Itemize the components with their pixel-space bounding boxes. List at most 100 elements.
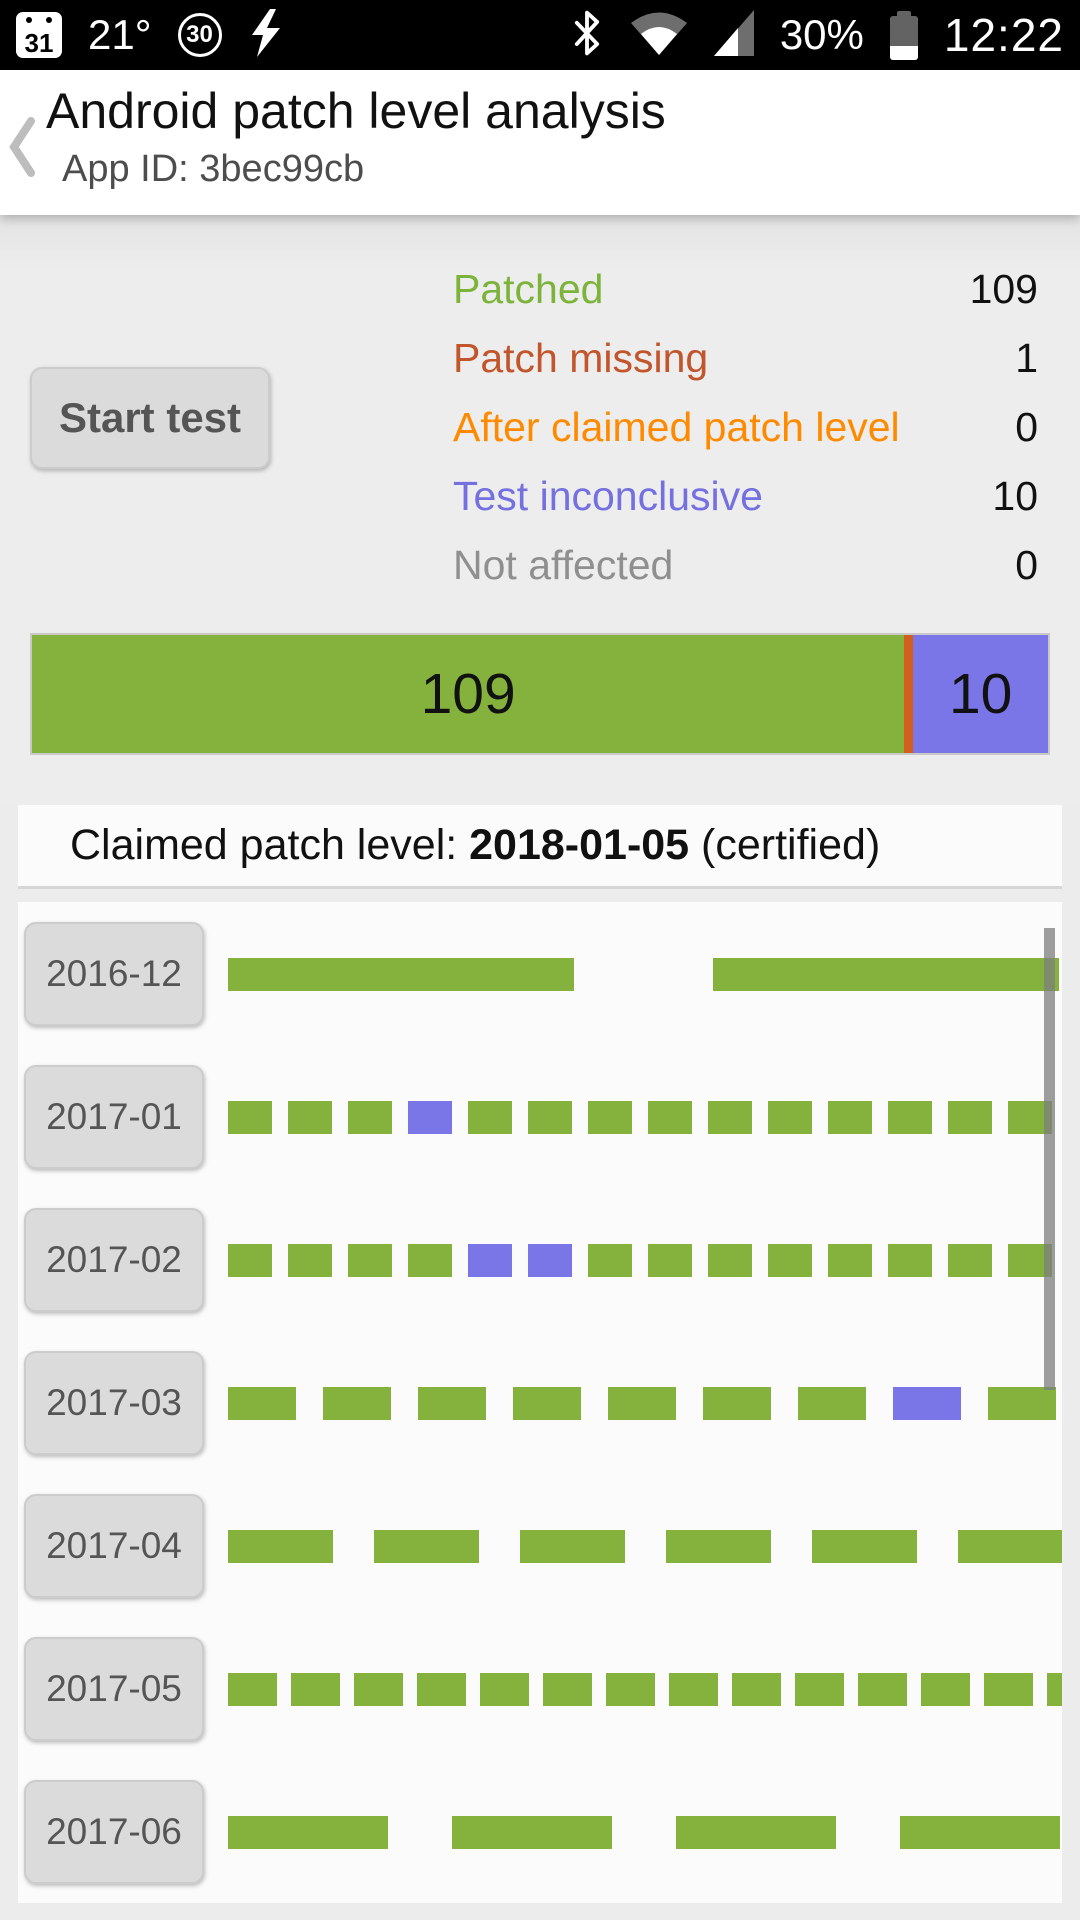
segment-patched: [588, 1244, 632, 1277]
segment-patched: [798, 1387, 866, 1420]
segment-patched: [713, 958, 1059, 991]
legend-row: Not affected 0: [453, 531, 1038, 600]
battery-icon: [889, 10, 918, 60]
segment-patched: [528, 1101, 572, 1134]
segment-patched: [812, 1530, 917, 1563]
month-row: 2017-06: [18, 1760, 1062, 1903]
battery-percent-text: 30%: [779, 11, 864, 58]
segment-patched: [828, 1244, 872, 1277]
segment-patched: [732, 1673, 781, 1706]
segment-patched: [648, 1101, 692, 1134]
segment-patched: [669, 1673, 718, 1706]
segment-patched: [468, 1101, 512, 1134]
segment-patched: [1047, 1673, 1062, 1706]
segment-patched: [228, 1387, 296, 1420]
start-test-button[interactable]: Start test: [30, 367, 270, 469]
scrollbar[interactable]: [1044, 928, 1055, 1390]
claimed-date: 2018-01-05: [469, 821, 690, 869]
back-icon[interactable]: [8, 116, 36, 183]
legend-label: After claimed patch level: [453, 404, 900, 450]
month-button-2016-12[interactable]: 2016-12: [24, 922, 204, 1026]
month-row: 2016-12: [18, 902, 1062, 1045]
month-button-2017-01[interactable]: 2017-01: [24, 1065, 204, 1169]
segment-patched: [374, 1530, 479, 1563]
segment-patched: [452, 1816, 612, 1849]
legend-row: Patched 109: [453, 255, 1038, 324]
legend-value: 10: [992, 473, 1038, 519]
segment-inconclusive: [408, 1101, 452, 1134]
month-row: 2017-05: [18, 1617, 1062, 1760]
status-bar: 31 21° 30 30% 12:22: [0, 0, 1080, 70]
circle-counter-value: 30: [186, 21, 213, 48]
legend-label: Not affected: [453, 542, 674, 588]
segment-patched: [480, 1673, 529, 1706]
patch-bars: [228, 1101, 1062, 1134]
patch-bars: [228, 1816, 1062, 1849]
legend-label: Patched: [453, 266, 604, 312]
segment-patched: [795, 1673, 844, 1706]
app-id-text: App ID: 3bec99cb: [62, 148, 365, 190]
segment-patched: [768, 1101, 812, 1134]
segment-patched: [768, 1244, 812, 1277]
legend-row: Patch missing 1: [453, 324, 1038, 393]
legend-value: 1: [1015, 335, 1038, 381]
segment-patched: [291, 1673, 340, 1706]
calendar-icon: 31: [16, 12, 62, 58]
result-seg-inconclusive: 10: [913, 635, 1048, 753]
segment-patched: [288, 1101, 332, 1134]
segment-patched: [228, 1530, 333, 1563]
legend-value: 0: [1015, 404, 1038, 450]
segment-patched: [828, 1101, 872, 1134]
segment-patched: [418, 1387, 486, 1420]
segment-patched: [703, 1387, 771, 1420]
month-button-2017-02[interactable]: 2017-02: [24, 1208, 204, 1312]
segment-patched: [348, 1101, 392, 1134]
result-seg-patch-missing: [904, 635, 914, 753]
segment-patched: [228, 1101, 272, 1134]
legend: Patched 109 Patch missing 1 After claimed pa…: [453, 255, 1038, 600]
segment-patched: [288, 1244, 332, 1277]
claimed-prefix: Claimed patch level:: [70, 821, 470, 869]
segment-patched: [900, 1816, 1060, 1849]
segment-patched: [323, 1387, 391, 1420]
temperature-text: 21°: [88, 11, 152, 58]
segment-patched: [228, 1673, 277, 1706]
segment-patched: [988, 1387, 1056, 1420]
segment-patched: [354, 1673, 403, 1706]
legend-value: 0: [1015, 542, 1038, 588]
month-button-2017-05[interactable]: 2017-05: [24, 1637, 204, 1741]
patch-bars: [228, 1244, 1062, 1277]
segment-patched: [648, 1244, 692, 1277]
segment-patched: [608, 1387, 676, 1420]
stats-section: Start test Patched 109 Patch missing 1 After…: [0, 215, 1080, 805]
month-row: 2017-02: [18, 1188, 1062, 1331]
month-row: 2017-04: [18, 1474, 1062, 1617]
segment-patched: [588, 1101, 632, 1134]
segment-patched: [543, 1673, 592, 1706]
segment-patched: [888, 1244, 932, 1277]
legend-row: After claimed patch level 0: [453, 393, 1038, 462]
segment-patched: [228, 958, 574, 991]
segment-patched: [984, 1673, 1033, 1706]
month-list: 2016-12 2017-01 2017-02 2017-03 2017-04 2017-…: [18, 902, 1062, 1903]
segment-patched: [408, 1244, 452, 1277]
signal-icon: [713, 9, 754, 61]
segment-patched: [606, 1673, 655, 1706]
month-button-2017-03[interactable]: 2017-03: [24, 1351, 204, 1455]
segment-patched: [948, 1244, 992, 1277]
calendar-day: 31: [24, 28, 54, 58]
result-seg-patched: 109: [32, 635, 905, 753]
patch-bars: [228, 1387, 1062, 1420]
month-button-2017-06[interactable]: 2017-06: [24, 1780, 204, 1884]
legend-row: Test inconclusive 10: [453, 462, 1038, 531]
segment-inconclusive: [468, 1244, 512, 1277]
patch-bars: [228, 1673, 1062, 1706]
patch-bars: [228, 1530, 1062, 1563]
month-button-2017-04[interactable]: 2017-04: [24, 1494, 204, 1598]
segment-patched: [417, 1673, 466, 1706]
legend-value: 109: [969, 266, 1038, 312]
segment-patched: [513, 1387, 581, 1420]
patch-bars: [228, 958, 1062, 991]
segment-patched: [520, 1530, 625, 1563]
result-bar: 109 10: [30, 633, 1050, 755]
